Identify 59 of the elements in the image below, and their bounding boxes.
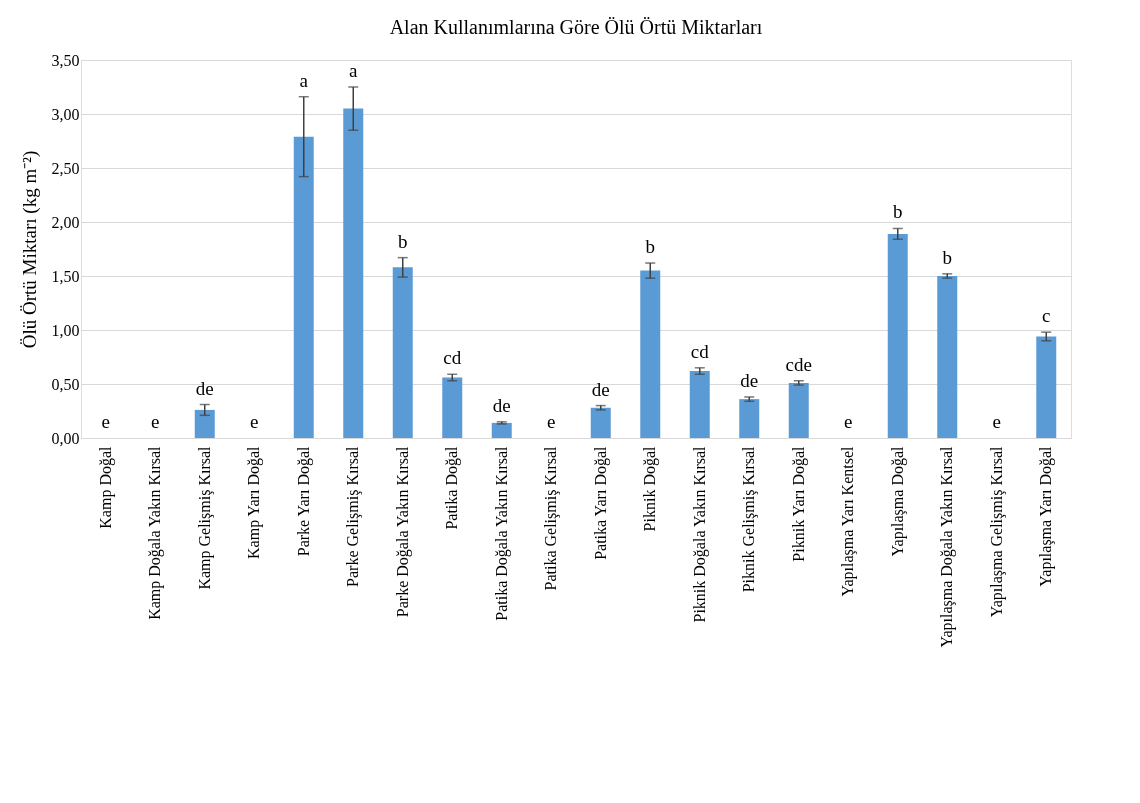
y-tick-label: 2,00	[51, 213, 80, 231]
x-tick-label: Piknik Doğala Yakın Kırsal	[690, 445, 709, 623]
annotation: b	[893, 201, 903, 223]
annotation: c	[1042, 305, 1051, 327]
annotation: de	[195, 377, 214, 399]
chart-title: Alan Kullanımlarına Göre Ölü Örtü Miktarları	[389, 16, 763, 38]
x-tick-label: Parke Yarı Doğal	[294, 445, 313, 557]
x-tick-label: Piknik Yarı Doğal	[789, 445, 808, 562]
bar	[392, 267, 413, 438]
y-tick-label: 1,00	[51, 321, 80, 339]
x-tick-label: Piknik Doğal	[641, 445, 660, 532]
annotation: a	[299, 69, 309, 91]
annotation: e	[101, 411, 110, 432]
x-tick-label: Patika Yarı Doğal	[591, 445, 610, 560]
annotation: cd	[690, 340, 710, 362]
y-tick-label: 2,50	[51, 159, 80, 177]
annotation: b	[398, 230, 408, 252]
y-tick-label: 0,00	[51, 429, 80, 447]
x-tick-label: Piknik Gelişmiş Kırsal	[740, 445, 759, 593]
y-tick-label: 0,50	[51, 375, 80, 393]
annotation: b	[942, 246, 952, 268]
annotation: cd	[443, 347, 462, 369]
annotation: e	[844, 411, 853, 432]
x-tick-label: Parke Gelişmiş Kırsal	[344, 445, 363, 587]
y-tick-label: 1,50	[51, 267, 80, 285]
annotation: e	[250, 411, 259, 432]
x-tick-label: Kamp Doğala Yakın Kırsal	[146, 445, 165, 620]
x-tick-label: Kamp Doğal	[96, 445, 115, 529]
bar	[293, 136, 314, 438]
y-tick-label: 3,00	[51, 105, 80, 123]
bar	[1036, 336, 1057, 438]
annotation: e	[151, 411, 160, 432]
bar	[343, 108, 364, 438]
bar	[788, 382, 809, 438]
annotation: a	[349, 60, 359, 81]
annotation: b	[645, 236, 655, 258]
x-tick-label: Patika Gelişmiş Kırsal	[542, 445, 561, 591]
y-axis-title: Ölü Örtü Miktarı (kg m⁻²)	[18, 150, 41, 349]
annotation: de	[740, 369, 759, 391]
x-tick-label: Parke Doğala Yakın Kırsal	[393, 445, 412, 618]
x-tick-label: Yapılaşma Gelişmiş Kırsal	[987, 445, 1006, 618]
y-tick-label: 3,50	[51, 51, 80, 69]
annotation: cde	[785, 353, 812, 375]
bar	[640, 270, 661, 438]
annotation: e	[992, 411, 1001, 432]
x-tick-label: Yapılaşma Doğala Yakın Kırsal	[938, 445, 957, 648]
bar	[194, 409, 215, 438]
annotation: e	[547, 411, 556, 432]
bar	[887, 233, 908, 438]
annotation: de	[591, 378, 610, 400]
annotation: de	[492, 394, 511, 416]
x-tick-label: Yapılaşma Yarı Kentsel	[839, 445, 858, 597]
x-tick-label: Patika Doğala Yakın Kırsal	[492, 445, 511, 621]
x-tick-label: Yapılaşma Yarı Doğal	[1037, 445, 1056, 587]
x-tick-label: Yapılaşma Doğal	[888, 445, 907, 557]
bar	[491, 422, 512, 438]
x-tick-label: Kamp Yarı Doğal	[245, 445, 264, 559]
x-tick-label: Kamp Gelişmiş Kırsal	[195, 445, 214, 590]
x-tick-label: Patika Doğal	[443, 445, 462, 530]
